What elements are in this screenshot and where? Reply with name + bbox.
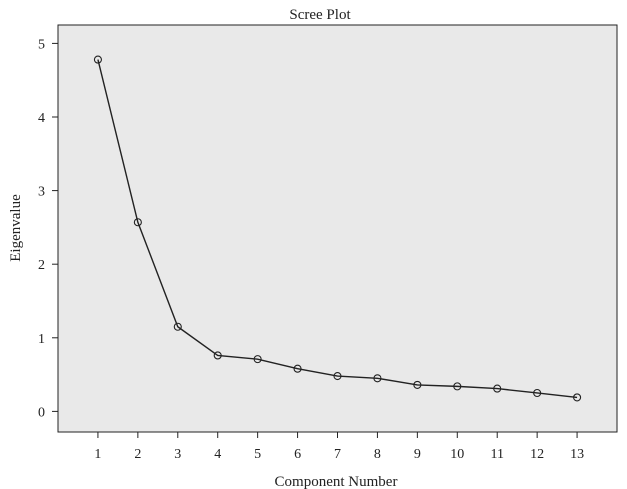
chart-title: Scree Plot	[289, 7, 351, 23]
x-axis: 1 2 3 4 5 6 7 8 9 10 11 12 13	[94, 432, 584, 462]
data-point-marker	[573, 393, 582, 402]
series-line	[97, 59, 578, 399]
data-point-marker	[173, 322, 182, 331]
x-tick-label: 7	[334, 447, 341, 462]
x-axis-label: Component Number	[275, 474, 398, 489]
data-point-marker	[253, 355, 262, 364]
data-point-marker	[133, 218, 142, 227]
x-tick-label: 4	[214, 447, 221, 462]
data-point-marker	[413, 380, 422, 389]
x-tick-label: 6	[294, 447, 301, 462]
x-tick-label: 1	[94, 447, 101, 462]
data-point-marker	[373, 374, 382, 383]
data-point-marker	[493, 384, 502, 393]
x-tick-label: 12	[530, 447, 544, 462]
eigenvalue-series	[93, 55, 582, 402]
y-axis: 0 1 2 3 4 5	[38, 37, 58, 420]
y-tick-label: 5	[38, 37, 45, 52]
data-point-marker	[93, 55, 102, 64]
x-tick-label: 10	[450, 447, 464, 462]
plot-area-background	[57, 24, 618, 433]
x-tick-label: 13	[570, 447, 584, 462]
y-tick-label: 2	[38, 258, 45, 273]
x-tick-label: 2	[134, 447, 141, 462]
x-tick-label: 11	[490, 447, 503, 462]
y-tick-label: 1	[38, 332, 45, 347]
data-point-marker	[333, 372, 342, 381]
x-tick-label: 3	[174, 447, 181, 462]
y-tick-label: 0	[38, 405, 45, 420]
data-point-marker	[213, 351, 222, 360]
y-axis-label: Eigenvalue	[8, 194, 24, 262]
data-point-marker	[533, 388, 542, 398]
y-tick-label: 3	[38, 185, 45, 200]
x-tick-label: 5	[254, 447, 261, 462]
x-tick-label: 8	[374, 447, 381, 462]
data-point-marker	[293, 364, 302, 373]
x-tick-label: 9	[414, 447, 421, 462]
data-point-marker	[453, 382, 462, 391]
y-tick-label: 4	[38, 111, 45, 126]
